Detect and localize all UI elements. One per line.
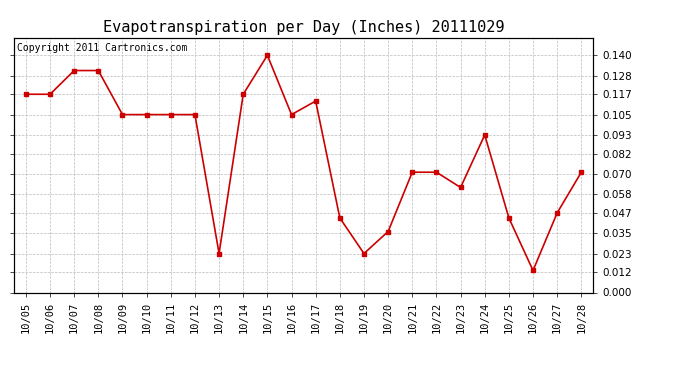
Text: Copyright 2011 Cartronics.com: Copyright 2011 Cartronics.com [17, 43, 187, 52]
Title: Evapotranspiration per Day (Inches) 20111029: Evapotranspiration per Day (Inches) 2011… [103, 20, 504, 35]
